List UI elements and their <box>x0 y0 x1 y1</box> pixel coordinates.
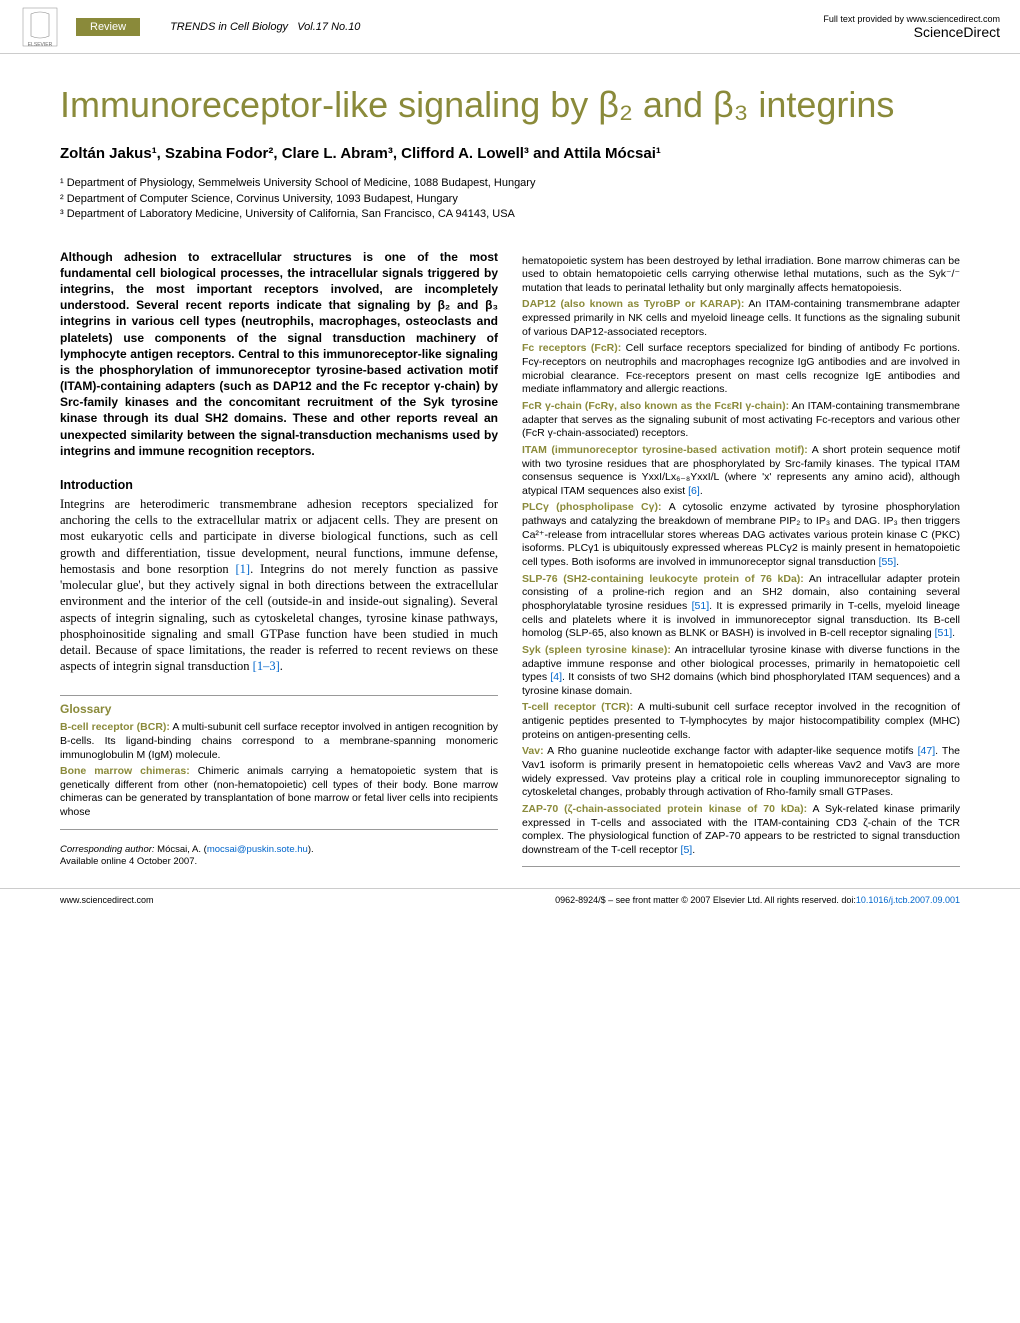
glossary-dap12: DAP12 (also known as TyroBP or KARAP): A… <box>522 298 960 339</box>
glossary-bmc: Bone marrow chimeras: Chimeric animals c… <box>60 765 498 820</box>
def-slp-end: . <box>952 627 955 639</box>
copyright-text: 0962-8924/$ – see front matter © 2007 El… <box>555 895 856 905</box>
affiliation-1: ¹ Department of Physiology, Semmelweis U… <box>60 176 960 191</box>
term-bmc: Bone marrow chimeras: <box>60 765 190 777</box>
term-fcr: Fc receptors (FcR): <box>522 342 621 354</box>
ref-plc[interactable]: [55] <box>879 556 897 568</box>
footer-url[interactable]: www.sciencedirect.com <box>60 895 154 905</box>
ref-link-2[interactable]: [1–3] <box>253 659 280 673</box>
term-vav: Vav: <box>522 745 544 757</box>
main-content: Immunoreceptor-like signaling by β₂ and … <box>0 54 1020 888</box>
corresponding-email[interactable]: mocsai@puskin.sote.hu <box>207 844 308 855</box>
left-column: Although adhesion to extracellular struc… <box>60 249 498 869</box>
ref-slp-2[interactable]: [51] <box>935 627 953 639</box>
ref-link-1[interactable]: [1] <box>236 562 251 576</box>
intro-part-3: . <box>280 659 283 673</box>
fulltext-note: Full text provided by www.sciencedirect.… <box>823 14 1000 24</box>
sciencedirect-block: Full text provided by www.sciencedirect.… <box>823 14 1000 40</box>
right-column: hematopoietic system has been destroyed … <box>522 249 960 869</box>
def-vav: A Rho guanine nucleotide exchange factor… <box>544 745 918 757</box>
review-badge: Review <box>76 18 140 36</box>
introduction-heading: Introduction <box>60 477 498 494</box>
journal-info: TRENDS in Cell Biology Vol.17 No.10 <box>170 21 823 33</box>
def-syk-end: . It consists of two SH2 domains (which … <box>522 671 960 697</box>
ref-itam[interactable]: [6] <box>688 485 700 497</box>
corresponding-name: Mócsai, A. ( <box>155 844 207 855</box>
glossary-plc: PLCγ (phospholipase Cγ): A cytosolic enz… <box>522 501 960 569</box>
page-footer: www.sciencedirect.com 0962-8924/$ – see … <box>0 888 1020 911</box>
abstract-text: Although adhesion to extracellular struc… <box>60 249 498 459</box>
glossary-heading: Glossary <box>60 702 498 718</box>
intro-part-2: . Integrins do not merely function as pa… <box>60 562 498 674</box>
ref-syk[interactable]: [4] <box>550 671 562 683</box>
glossary-box-left: Glossary B-cell receptor (BCR): A multi-… <box>60 695 498 830</box>
two-column-layout: Although adhesion to extracellular struc… <box>60 249 960 869</box>
glossary-slp: SLP-76 (SH2-containing leukocyte protein… <box>522 573 960 641</box>
glossary-bmc-cont: hematopoietic system has been destroyed … <box>522 255 960 296</box>
elsevier-logo: ELSEVIER <box>20 5 60 49</box>
glossary-box-right: hematopoietic system has been destroyed … <box>522 249 960 868</box>
glossary-bcr: B-cell receptor (BCR): A multi-subunit c… <box>60 721 498 762</box>
term-bcr: B-cell receptor (BCR): <box>60 721 170 733</box>
corresponding-close: ). <box>308 844 314 855</box>
glossary-vav: Vav: A Rho guanine nucleotide exchange f… <box>522 745 960 800</box>
page-header: ELSEVIER Review TRENDS in Cell Biology V… <box>0 0 1020 54</box>
def-bmc-cont: hematopoietic system has been destroyed … <box>522 255 960 294</box>
article-title: Immunoreceptor-like signaling by β₂ and … <box>60 84 960 125</box>
term-zap: ZAP-70 (ζ-chain-associated protein kinas… <box>522 803 807 815</box>
ref-vav[interactable]: [47] <box>918 745 936 757</box>
glossary-itam: ITAM (immunoreceptor tyrosine-based acti… <box>522 444 960 499</box>
affiliation-2: ² Department of Computer Science, Corvin… <box>60 192 960 207</box>
def-zap-end: . <box>692 844 695 856</box>
corresponding-label: Corresponding author: <box>60 844 155 855</box>
glossary-zap: ZAP-70 (ζ-chain-associated protein kinas… <box>522 803 960 858</box>
authors-line: Zoltán Jakus¹, Szabina Fodor², Clare L. … <box>60 145 960 162</box>
ref-slp-1[interactable]: [51] <box>692 600 710 612</box>
glossary-fcr: Fc receptors (FcR): Cell surface recepto… <box>522 342 960 397</box>
glossary-syk: Syk (spleen tyrosine kinase): An intrace… <box>522 644 960 699</box>
introduction-text: Integrins are heterodimeric transmembran… <box>60 496 498 675</box>
svg-text:ELSEVIER: ELSEVIER <box>28 42 53 48</box>
term-tcr: T-cell receptor (TCR): <box>522 701 633 713</box>
corresponding-author: Corresponding author: Mócsai, A. (mocsai… <box>60 844 498 869</box>
doi-link[interactable]: 10.1016/j.tcb.2007.09.001 <box>856 895 960 905</box>
available-online: Available online 4 October 2007. <box>60 856 197 867</box>
affiliations: ¹ Department of Physiology, Semmelweis U… <box>60 176 960 222</box>
def-plc-end: . <box>896 556 899 568</box>
term-fcrg: FcR γ-chain (FcRγ, also known as the Fcε… <box>522 400 789 412</box>
def-itam-end: . <box>700 485 703 497</box>
footer-copyright: 0962-8924/$ – see front matter © 2007 El… <box>555 895 960 905</box>
ref-zap[interactable]: [5] <box>681 844 693 856</box>
affiliation-3: ³ Department of Laboratory Medicine, Uni… <box>60 207 960 222</box>
term-plc: PLCγ (phospholipase Cγ): <box>522 501 661 513</box>
term-itam: ITAM (immunoreceptor tyrosine-based acti… <box>522 444 808 456</box>
glossary-tcr: T-cell receptor (TCR): A multi-subunit c… <box>522 701 960 742</box>
term-slp: SLP-76 (SH2-containing leukocyte protein… <box>522 573 804 585</box>
glossary-fcrg: FcR γ-chain (FcRγ, also known as the Fcε… <box>522 400 960 441</box>
term-dap12: DAP12 (also known as TyroBP or KARAP): <box>522 298 744 310</box>
volume-issue: Vol.17 No.10 <box>297 21 360 33</box>
term-syk: Syk (spleen tyrosine kinase): <box>522 644 671 656</box>
sciencedirect-label: ScienceDirect <box>914 24 1000 40</box>
journal-name: TRENDS in Cell Biology <box>170 21 288 33</box>
